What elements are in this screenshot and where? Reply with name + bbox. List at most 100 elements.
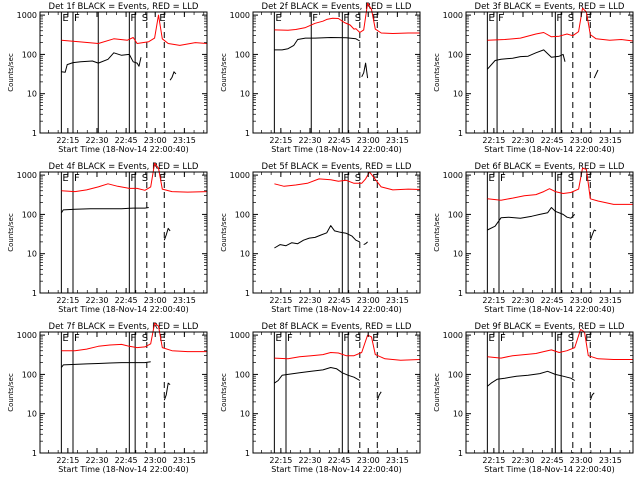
marker-label: E [62,333,68,344]
x-tick-label: 22:15 [269,136,292,145]
x-tick-label: 23:00 [144,296,167,305]
y-tick-label: 1000 [17,11,37,20]
lld-series-line [61,322,207,353]
y-tick-label: 100 [448,210,463,219]
y-tick-label: 10 [27,90,37,99]
y-tick-label: 100 [235,210,250,219]
y-tick-label: 1000 [443,331,463,340]
y-tick-label: 1000 [17,171,37,180]
plot-frame [39,171,208,294]
marker-label: E [275,333,281,344]
y-axis-label: Counts/sec [433,213,441,252]
marker-label: E [372,13,378,24]
panel-title: Det 7f BLACK = Events, RED = LLD [49,322,199,332]
y-tick-label: 1 [245,129,250,138]
lld-series-line [274,171,421,191]
x-tick-label: 23:15 [599,456,622,465]
marker-label: E [372,173,378,184]
x-tick-label: 22:15 [56,136,79,145]
marker-label: F [343,173,349,184]
y-tick-label: 10 [240,250,250,259]
y-tick-label: 1 [32,129,37,138]
marker-label: S [355,333,361,344]
x-axis-label: Start Time (18-Nov-14 22:00:40) [484,305,614,314]
plot-frame [465,11,634,134]
y-tick-label: 10 [240,410,250,419]
x-tick-label: 23:00 [144,456,167,465]
marker-label: E [488,333,494,344]
events-series-line [61,52,142,73]
y-axis-label: Counts/sec [7,213,15,252]
y-tick-label: 1 [32,449,37,458]
y-tick-label: 1 [458,289,463,298]
y-tick-label: 10 [453,410,463,419]
events-series-line [363,241,368,246]
x-tick-label: 22:45 [541,456,564,465]
lld-series-line [487,167,633,205]
marker-label: F [343,333,349,344]
y-axis-label: Counts/sec [433,373,441,412]
x-axis-label: Start Time (18-Nov-14 22:00:40) [271,465,401,474]
events-series-line [487,207,576,231]
x-tick-label: 22:30 [85,296,108,305]
panel-title: Det 1f BLACK = Events, RED = LLD [49,2,199,12]
y-tick-label: 1000 [230,11,250,20]
marker-label: E [62,13,68,24]
marker-label: E [372,333,378,344]
marker-label: F [74,13,80,24]
x-axis-label: Start Time (18-Nov-14 22:00:40) [58,465,188,474]
y-tick-label: 1000 [230,171,250,180]
y-tick-label: 1000 [230,331,250,340]
x-tick-label: 22:15 [269,456,292,465]
lld-series-line [274,334,421,361]
x-tick-label: 22:45 [115,456,138,465]
events-series-line [274,225,360,249]
y-tick-label: 1 [245,449,250,458]
x-tick-label: 22:30 [298,296,321,305]
marker-label: F [556,13,562,24]
x-tick-label: 22:45 [328,136,351,145]
marker-label: F [130,333,136,344]
marker-label: S [142,333,148,344]
lld-series-line [274,2,420,34]
marker-label: F [556,333,562,344]
events-series-line [163,382,171,401]
y-tick-label: 1000 [17,331,37,340]
panel-title: Det 4f BLACK = Events, RED = LLD [49,162,199,172]
lld-series-line [61,162,208,193]
x-tick-label: 22:45 [115,296,138,305]
marker-label: S [568,13,574,24]
x-tick-label: 22:30 [298,136,321,145]
x-tick-label: 22:30 [511,136,534,145]
plot-frame [252,171,421,294]
marker-label: F [74,173,80,184]
panel-title: Det 9f BLACK = Events, RED = LLD [475,322,625,332]
plot-frame [465,331,634,454]
y-tick-label: 10 [453,90,463,99]
marker-label: F [287,333,293,344]
events-series-line [487,49,566,70]
y-tick-label: 100 [235,370,250,379]
y-tick-label: 1 [245,289,250,298]
plot-frame [39,331,208,454]
x-axis-label: Start Time (18-Nov-14 22:00:40) [271,305,401,314]
y-tick-label: 100 [22,210,37,219]
events-series-line [589,392,595,401]
panel-title: Det 8f BLACK = Events, RED = LLD [262,322,412,332]
marker-label: E [159,333,165,344]
y-tick-label: 100 [448,50,463,59]
marker-label: E [62,173,68,184]
y-axis-label: Counts/sec [7,373,15,412]
marker-label: S [355,173,361,184]
x-tick-label: 22:45 [115,136,138,145]
y-tick-label: 1 [458,129,463,138]
x-tick-label: 23:15 [173,136,196,145]
x-tick-label: 22:30 [298,456,321,465]
y-axis-label: Counts/sec [220,53,228,92]
x-tick-label: 23:15 [386,136,409,145]
